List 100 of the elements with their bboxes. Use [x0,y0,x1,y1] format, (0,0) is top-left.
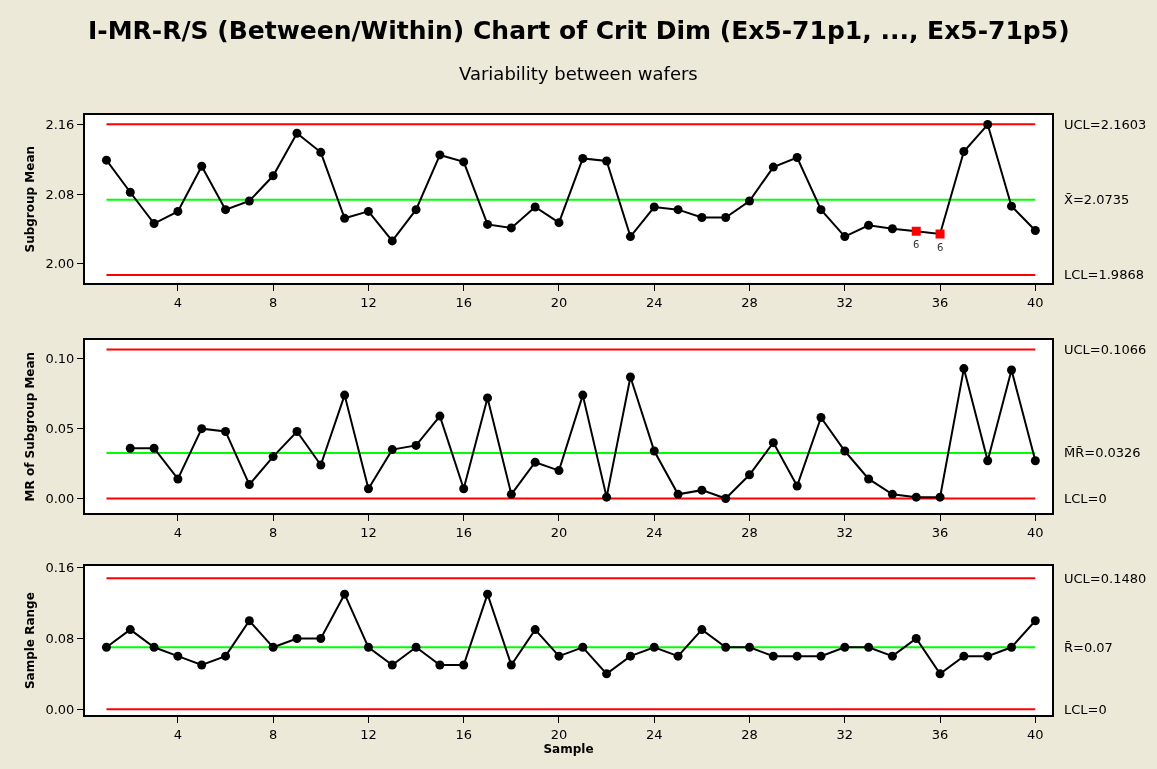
point [554,651,564,661]
point [268,642,278,652]
point [1030,616,1040,626]
point [530,457,540,467]
x-tick-label: 4 [173,727,183,743]
point [649,642,659,652]
point [506,223,516,233]
x-tick-label: 28 [741,727,758,743]
point [506,660,516,670]
point [816,651,826,661]
point [411,440,421,450]
point [316,147,326,157]
ref-line-label: M̄R̄=0.0326 [1064,445,1141,460]
point [602,669,612,679]
x-tick-label: 4 [173,295,183,311]
point [983,456,993,466]
x-tick-label: 12 [360,727,377,743]
point [173,651,183,661]
point [244,196,254,206]
point [840,446,850,456]
point [101,642,111,652]
point [792,153,802,163]
point [554,218,564,228]
point [363,484,373,494]
ref-line-label: LCL=0 [1064,491,1107,506]
x-tick-label: 36 [931,727,949,743]
point [602,492,612,502]
point [387,445,397,455]
point [935,492,945,502]
point [745,470,755,480]
point [911,633,921,643]
point [101,155,111,165]
x-tick-label: 16 [455,727,472,743]
y-axis-title: Sample Range [23,592,38,690]
point [221,651,231,661]
point [149,219,159,229]
point [244,616,254,626]
x-tick-label: 16 [455,295,472,311]
point [292,633,302,643]
point [673,205,683,215]
point [816,205,826,215]
y-axis-title: MR of Subgroup Mean [23,351,38,502]
point [340,213,350,223]
y-tick-label: 0.08 [45,631,75,647]
x-tick-label: 40 [1027,727,1044,743]
annotation: 6 [937,242,944,253]
point [411,205,421,215]
point [745,642,755,652]
point [673,651,683,661]
point [506,489,516,499]
x-tick-label: 24 [645,295,663,311]
point [125,625,135,635]
point [125,443,135,453]
point [578,642,588,652]
point [411,642,421,652]
x-tick-label: 4 [173,524,183,540]
point [292,426,302,436]
point [935,669,945,679]
ref-line-label: UCL=2.1603 [1064,117,1147,132]
point [983,120,993,130]
point [530,202,540,212]
point [554,466,564,476]
point [768,438,778,448]
point [1007,642,1017,652]
ref-line-label: R̄=0.07 [1064,640,1113,655]
point [578,153,588,163]
point [959,146,969,156]
point [173,206,183,216]
point [625,232,635,242]
x-tick-label: 32 [836,524,854,540]
x-tick-label: 8 [269,295,278,311]
point [697,625,707,635]
point [387,660,397,670]
point [268,171,278,181]
point [292,128,302,138]
point [840,642,850,652]
x-tick-label: 8 [269,524,278,540]
x-tick-label: 28 [741,524,758,540]
y-tick-label: 0.00 [45,491,75,507]
ref-line-label: UCL=0.1066 [1064,342,1147,357]
x-tick-label: 12 [360,295,377,311]
point [244,480,254,490]
chart-title: I-MR-R/S (Between/Within) Chart of Crit Dim (Ex5-71p1, ..., Ex5-71p5) [88,16,1070,45]
point [887,489,897,499]
point [649,202,659,212]
point [887,651,897,661]
point [340,589,350,599]
chart-subtitle: Variability between wafers [459,63,698,84]
x-tick-label: 20 [550,295,568,311]
point [197,161,207,171]
point [745,196,755,206]
ref-line-label: LCL=1.9868 [1064,267,1144,282]
point [721,642,731,652]
y-tick-label: 2.16 [45,117,75,133]
point [864,474,874,484]
point [340,390,350,400]
x-tick-label: 36 [931,295,949,311]
point [363,642,373,652]
point [530,625,540,635]
point [959,651,969,661]
